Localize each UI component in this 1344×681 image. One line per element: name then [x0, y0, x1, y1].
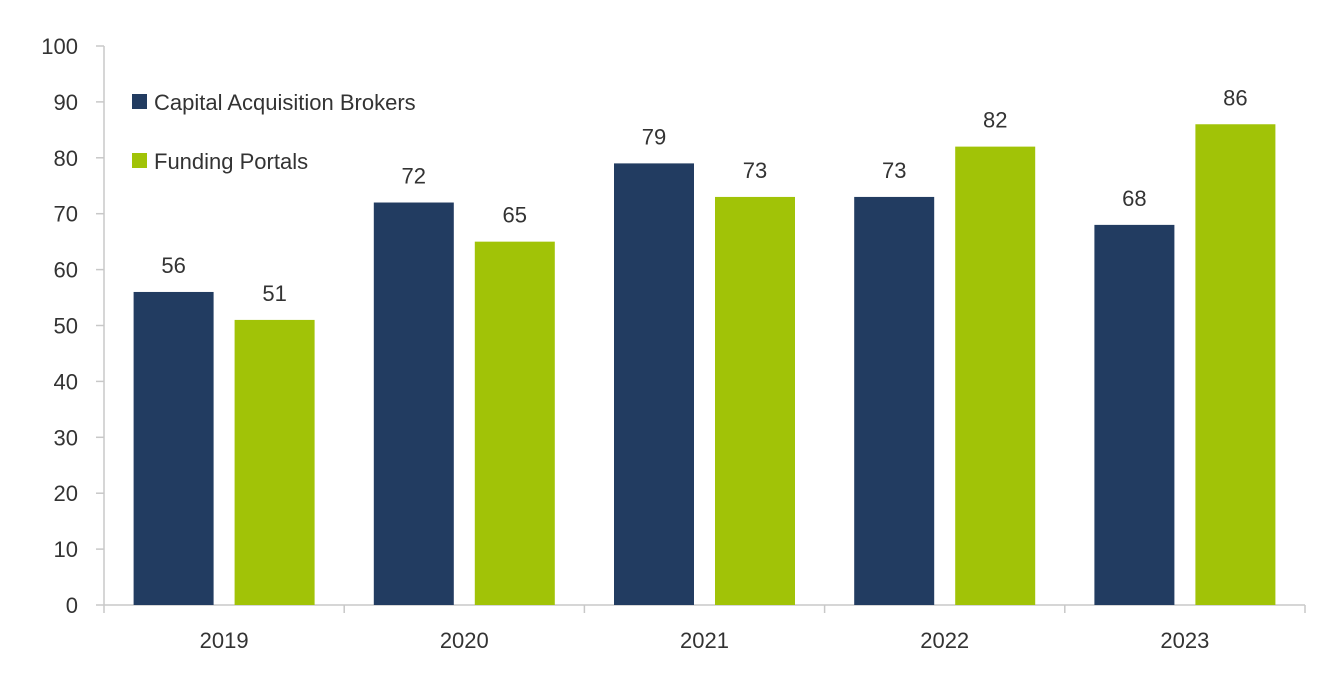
x-tick-label: 2020: [440, 628, 489, 653]
bar-capital-acquisition-brokers-2023: [1094, 224, 1175, 605]
y-tick-label: 60: [54, 258, 78, 283]
legend-swatch: [132, 94, 147, 109]
data-labels: 56 51 72 65 79 73 73 82 68 86: [161, 85, 1247, 306]
y-tick-label: 40: [54, 369, 78, 394]
x-tick-label: 2021: [680, 628, 729, 653]
legend: Capital Acquisition Brokers Funding Porta…: [132, 90, 416, 174]
data-label: 73: [882, 158, 906, 183]
legend-label: Funding Portals: [154, 149, 308, 174]
bars: [133, 124, 1276, 605]
y-tick-label: 70: [54, 202, 78, 227]
y-tick-label: 10: [54, 537, 78, 562]
y-tick-label: 100: [41, 34, 78, 59]
x-tick-label: 2019: [200, 628, 249, 653]
x-tick-label: 2022: [920, 628, 969, 653]
y-axis: 0 10 20 30 40 50 60 70 80 90 100: [41, 34, 105, 618]
bar-funding-portals-2020: [474, 241, 555, 605]
y-tick-label: 30: [54, 425, 78, 450]
data-label: 72: [402, 164, 426, 189]
data-label: 79: [642, 124, 666, 149]
y-tick-label: 80: [54, 146, 78, 171]
legend-label: Capital Acquisition Brokers: [154, 90, 416, 115]
bar-capital-acquisition-brokers-2020: [373, 202, 454, 605]
y-tick-label: 90: [54, 90, 78, 115]
bar-funding-portals-2019: [234, 319, 315, 605]
y-tick-label: 20: [54, 481, 78, 506]
data-label: 51: [262, 281, 286, 306]
data-label: 65: [503, 203, 527, 228]
bar-capital-acquisition-brokers-2019: [133, 291, 214, 605]
bar-capital-acquisition-brokers-2022: [854, 196, 935, 605]
data-label: 82: [983, 108, 1007, 133]
y-tick-label: 0: [66, 593, 78, 618]
bar-capital-acquisition-brokers-2021: [614, 163, 694, 605]
data-label: 56: [161, 253, 185, 278]
data-label: 86: [1223, 85, 1247, 110]
x-tick-label: 2023: [1160, 628, 1209, 653]
y-tick-label: 50: [54, 314, 78, 339]
bar-funding-portals-2023: [1195, 124, 1276, 605]
data-label: 73: [743, 158, 767, 183]
bar-funding-portals-2021: [715, 196, 795, 605]
bar-funding-portals-2022: [955, 146, 1036, 605]
legend-swatch: [132, 153, 147, 168]
data-label: 68: [1122, 186, 1146, 211]
x-axis: 2019 2020 2021 2022 2023: [103, 604, 1306, 653]
